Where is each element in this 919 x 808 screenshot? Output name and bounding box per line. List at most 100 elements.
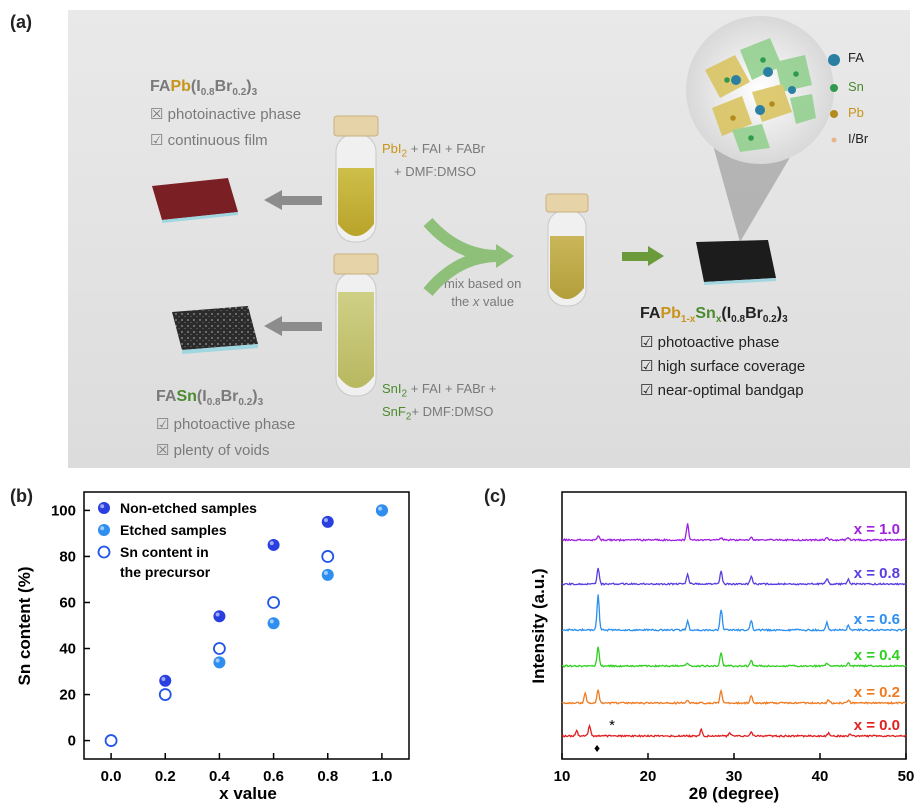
mixed-film-item-1: ☑ photoactive phase: [640, 334, 780, 351]
chart-b-point-series-0: [267, 538, 280, 551]
legend-sn-label: Sn: [848, 79, 864, 94]
chart-b-legend-label-1: Etched samples: [120, 522, 227, 538]
sn-vial: [333, 253, 379, 397]
chart-b-point-series-0: [321, 515, 334, 528]
chart-b-point-series-1-highlight: [269, 619, 274, 624]
legend-fa-marker: [828, 54, 840, 66]
panel-c-label: (c): [484, 486, 506, 506]
chart-c-series-line-3: [561, 594, 907, 632]
chart-c-annotation-diamond: ♦: [594, 741, 600, 755]
chart-c-series-label-3: x = 0.6: [854, 611, 900, 628]
chart-b-point-series-1-highlight: [378, 506, 383, 511]
chart-b-point-series-2: [321, 550, 335, 563]
chart-b-xtick-label: 1.0: [371, 768, 392, 785]
chart-b-point-series-1: [267, 617, 280, 630]
chart-b-point-series-2: [158, 688, 172, 701]
chart-b-legend-marker-2: [97, 545, 111, 559]
chart-c-series-label-4: x = 0.8: [854, 565, 900, 582]
chart-b-point-series-0-highlight: [323, 518, 328, 523]
chart-b-point-series-1-highlight: [215, 658, 220, 663]
chart-b-point-series-1: [375, 504, 388, 517]
chart-b-legend-label-2-line1: Sn content in: [120, 544, 209, 560]
sn-precursor-label: SnI2 + FAI + FABr + SnF2+ DMF:DMSO: [382, 381, 497, 423]
chart-b-xtick-label: 0.6: [263, 768, 284, 785]
chart-c-xtick-label: 20: [640, 768, 657, 785]
chart-b-point-series-1-highlight: [323, 571, 328, 576]
crystal-structure: [686, 16, 834, 164]
legend-sn-marker: [830, 84, 838, 92]
chart-b-ytick-label: 60: [59, 594, 76, 611]
panel-b-label: (b): [10, 486, 33, 506]
chart-c-series-label-0: x = 0.0: [854, 717, 900, 734]
chart-b-xtick-label: 0.0: [101, 768, 122, 785]
legend-ibr-marker: [831, 137, 837, 143]
pb-precursor-label: PbI2 + FAI + FABr + DMF:DMSO: [382, 141, 486, 179]
chart-b-ytick-label: 100: [51, 502, 76, 519]
arrow-to-pb-film: [264, 190, 322, 210]
pb-vial: [333, 115, 379, 243]
panel-a-label: (a): [10, 12, 32, 32]
chart-c-xtick-label: 30: [726, 768, 743, 785]
chart-c-series-line-2: [561, 646, 907, 668]
chart-b-point-series-0-highlight: [215, 612, 220, 617]
chart-b-point-series-0-highlight: [269, 541, 274, 546]
chart-b-ytick-label: 0: [68, 733, 76, 750]
pb-film-item-2: ☑ continuous film: [150, 132, 268, 149]
chart-b-frame: [83, 491, 410, 760]
chart-b-legend-marker-1: [98, 524, 110, 536]
pb-film-item-1: ☒ photoinactive phase: [150, 106, 302, 123]
chart-b-point-series-1: [321, 568, 334, 581]
sn-film-item-1: ☑ photoactive phase: [156, 416, 296, 433]
chart-b-point-series-1: [213, 656, 226, 669]
chart-b-xlabel: x value: [219, 784, 277, 803]
chart-c: 10 20 30 40 50 x = 0.0 x = 0.2 x = 0.4 x = 0.6 x…: [529, 491, 915, 803]
chart-b-point-series-2: [213, 642, 226, 655]
chart-c-series-label-2: x = 0.4: [854, 647, 901, 664]
pb-film-formula: FAPb(I0.8Br0.2)3: [150, 78, 258, 99]
chart-c-series-line-5: [562, 523, 907, 543]
chart-b-ytick-label: 20: [59, 687, 76, 704]
chart-b-ylabel: Sn content (%): [15, 567, 34, 686]
arrow-to-mixed-film: [622, 246, 664, 266]
chart-b-point-series-0: [159, 674, 172, 687]
chart-b-legend-label-0: Non-etched samples: [120, 500, 257, 516]
mixed-vial: [545, 193, 589, 307]
mixed-film-item-2: ☑ high surface coverage: [640, 358, 806, 375]
chart-b-legend-marker-1-highlight: [100, 526, 105, 531]
legend-pb-marker: [830, 110, 838, 118]
chart-c-series-label-5: x = 1.0: [854, 521, 900, 538]
chart-b-point-series-2: [104, 734, 118, 747]
mixed-film-formula: FAPb1-xSnx(I0.8Br0.2)3: [640, 305, 788, 326]
chart-b-legend-label-2-line2: the precursor: [120, 564, 211, 580]
chart-b-ytick-label: 40: [59, 641, 76, 658]
mix-label: mix based on the x value: [444, 276, 522, 309]
chart-c-ylabel: Intensity (a.u.): [529, 568, 548, 683]
mix-arrow: [423, 217, 514, 296]
chart-c-xtick-label: 40: [812, 768, 829, 785]
legend-pb-label: Pb: [848, 105, 864, 120]
chart-c-xtick-label: 10: [554, 768, 571, 785]
chart-c-xlabel: 2θ (degree): [689, 784, 779, 803]
scheme-graphics: [152, 16, 840, 397]
chart-b-xtick-label: 0.4: [209, 768, 231, 785]
mixed-film-item-3: ☑ near-optimal bandgap: [640, 382, 804, 399]
chart-c-series-label-1: x = 0.2: [854, 684, 900, 701]
chart-b-legend-marker-0: [98, 502, 110, 514]
chart-c-series-line-0: [561, 723, 907, 738]
chart-b-ytick-label: 80: [59, 548, 76, 565]
pb-film: [152, 178, 238, 223]
chart-c-xtick-label: 50: [898, 768, 915, 785]
chart-b: 0.0 0.2 0.4 0.6 0.8 1.0 0 20 40 60 80 100 Non-etch…: [15, 491, 410, 803]
chart-b-legend-marker-0-highlight: [100, 504, 105, 509]
chart-b-xtick-label: 0.2: [155, 768, 176, 785]
sn-film-item-2: ☒ plenty of voids: [156, 442, 270, 459]
chart-c-series-line-4: [561, 567, 907, 587]
chart-b-point-series-0: [213, 610, 226, 623]
arrow-to-sn-film: [264, 316, 322, 336]
mixed-film: [696, 240, 776, 285]
chart-b-point-series-0-highlight: [161, 676, 166, 681]
legend-ibr-label: I/Br: [848, 131, 869, 146]
chart-c-series-line-1: [561, 688, 907, 706]
chart-b-point-series-2: [267, 596, 280, 609]
sn-film: [172, 306, 258, 354]
